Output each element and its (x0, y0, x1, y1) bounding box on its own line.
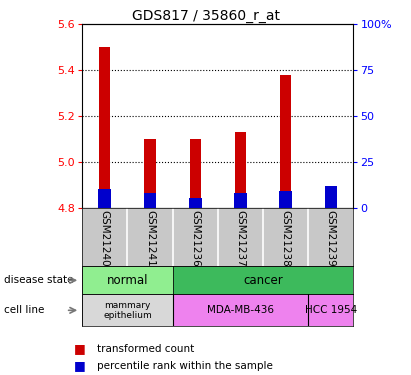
Text: percentile rank within the sample: percentile rank within the sample (97, 361, 272, 370)
Bar (173, 294, 308, 326)
Bar (235, 132, 246, 208)
Bar (99, 47, 111, 208)
Text: GSM21236: GSM21236 (190, 210, 200, 267)
Text: mammary
epithelium: mammary epithelium (103, 301, 152, 320)
Text: ■: ■ (74, 359, 86, 372)
Bar (234, 192, 247, 208)
Text: GSM21238: GSM21238 (281, 210, 291, 267)
Bar (308, 294, 353, 326)
Text: GDS817 / 35860_r_at: GDS817 / 35860_r_at (132, 9, 279, 23)
Bar (99, 189, 111, 208)
Text: cell line: cell line (4, 305, 44, 315)
Text: GSM21239: GSM21239 (326, 210, 336, 267)
Bar (82, 266, 173, 294)
Bar (144, 139, 156, 208)
Bar (279, 190, 292, 208)
Text: ■: ■ (74, 342, 86, 355)
Text: GSM21241: GSM21241 (145, 210, 155, 267)
Text: normal: normal (107, 274, 148, 287)
Bar (144, 194, 156, 208)
Text: GSM21240: GSM21240 (100, 210, 110, 267)
Text: disease state: disease state (4, 275, 74, 285)
Bar (173, 266, 353, 294)
Text: MDA-MB-436: MDA-MB-436 (207, 305, 274, 315)
Bar (325, 186, 337, 208)
Text: cancer: cancer (243, 274, 283, 287)
Bar (325, 204, 337, 208)
Bar (189, 139, 201, 208)
Bar (189, 198, 201, 208)
Bar (82, 294, 173, 326)
Bar (280, 75, 291, 208)
Text: GSM21237: GSM21237 (236, 210, 245, 267)
Text: transformed count: transformed count (97, 344, 194, 354)
Text: HCC 1954: HCC 1954 (305, 305, 357, 315)
